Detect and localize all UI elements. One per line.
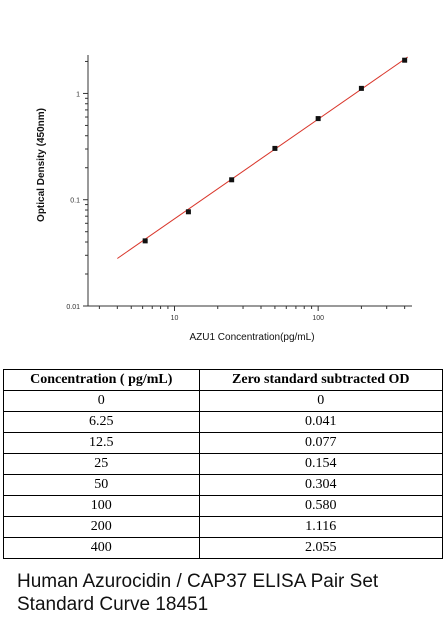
table-row: 25 0.154: [3, 453, 444, 475]
cell-concentration: 12.5: [3, 432, 200, 454]
table-header-row: Concentration ( pg/mL) Zero standard sub…: [3, 369, 444, 391]
table-row: 100 0.580: [3, 495, 444, 517]
cell-od: 2.055: [198, 537, 444, 559]
data-point: [142, 238, 148, 244]
cell-concentration: 6.25: [3, 411, 200, 433]
cell-concentration: 25: [3, 453, 200, 475]
column-header-od: Zero standard subtracted OD: [198, 369, 444, 391]
x-axis-label: AZU1 Concentration(pg/mL): [189, 332, 314, 343]
y-tick-label: 1: [76, 91, 80, 98]
table-row: 400 2.055: [3, 537, 444, 559]
caption-line-1: Human Azurocidin / CAP37 ELISA Pair Set: [17, 571, 379, 592]
table-row: 12.5 0.077: [3, 432, 444, 454]
x-tick-label: 100: [312, 315, 324, 322]
data-point: [229, 177, 235, 183]
table-row: 50 0.304: [3, 474, 444, 496]
data-point: [402, 57, 408, 63]
cell-od: 0.041: [198, 411, 444, 433]
y-tick-label: 0.01: [66, 304, 80, 311]
fit-line: [117, 56, 408, 259]
cell-od: 1.116: [198, 516, 444, 538]
cell-od: 0.580: [198, 495, 444, 517]
cell-od: 0.077: [198, 432, 444, 454]
data-point: [358, 85, 364, 91]
data-point: [272, 145, 278, 151]
cell-concentration: 400: [3, 537, 200, 559]
cell-concentration: 50: [3, 474, 200, 496]
column-header-concentration: Concentration ( pg/mL): [3, 369, 200, 391]
data-point: [185, 209, 191, 215]
figure-caption: Human Azurocidin / CAP37 ELISA Pair Set …: [17, 570, 442, 616]
cell-concentration: 200: [3, 516, 200, 538]
cell-od: 0.154: [198, 453, 444, 475]
data-point: [315, 116, 321, 122]
y-axis-label: Optical Density (450nm): [36, 108, 47, 222]
table-row: 200 1.116: [3, 516, 444, 538]
cell-concentration: 0: [3, 390, 200, 412]
cell-concentration: 100: [3, 495, 200, 517]
cell-od: 0.304: [198, 474, 444, 496]
standard-data-table: Concentration ( pg/mL) Zero standard sub…: [3, 369, 444, 559]
chart-ticks: 10 100 0.01 0.1 1: [66, 60, 406, 322]
data-points: [142, 57, 408, 244]
x-tick-label: 10: [171, 315, 179, 322]
caption-line-2: Standard Curve 18451: [17, 594, 209, 615]
chart-axes: [87, 55, 412, 307]
y-tick-label: 0.1: [70, 198, 80, 205]
table-row: 6.25 0.041: [3, 411, 444, 433]
cell-od: 0: [198, 390, 444, 412]
fit-line-group: [117, 56, 408, 259]
